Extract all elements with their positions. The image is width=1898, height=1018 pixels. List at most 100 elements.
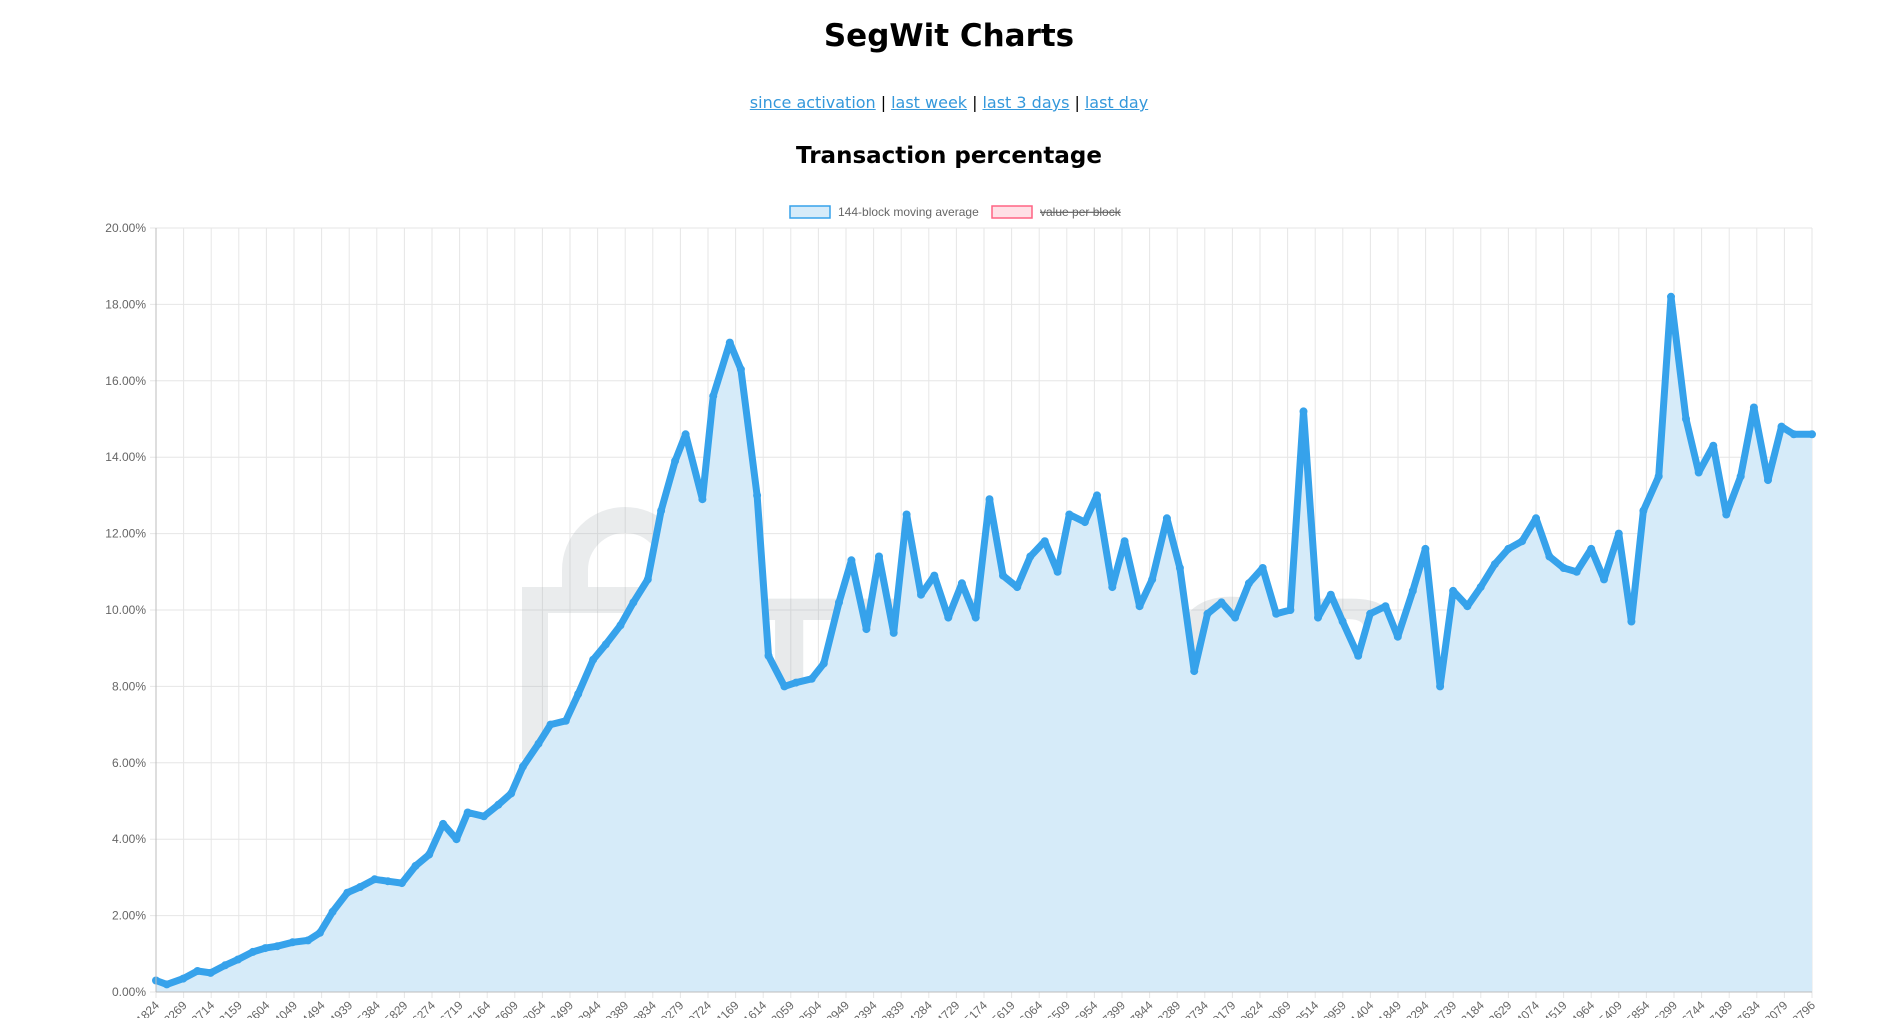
data-point: [616, 621, 625, 630]
y-tick-label: 14.00%: [105, 450, 146, 464]
data-point: [1013, 583, 1022, 592]
data-point: [574, 690, 583, 698]
data-point: [1436, 682, 1445, 691]
data-point: [1532, 514, 1540, 523]
data-point: [819, 659, 828, 668]
data-point: [875, 552, 883, 561]
data-point: [1175, 564, 1184, 572]
series-line: [152, 293, 1816, 988]
data-point: [383, 877, 392, 886]
data-point: [1314, 613, 1322, 622]
data-point: [1504, 544, 1513, 553]
data-point: [1587, 544, 1596, 553]
y-tick-label: 6.00%: [112, 756, 146, 770]
data-point: [1135, 602, 1144, 611]
data-point: [1421, 544, 1430, 553]
data-point: [1338, 617, 1347, 626]
data-point: [1162, 514, 1171, 523]
data-point: [494, 800, 503, 809]
data-point: [425, 850, 434, 859]
data-point: [463, 808, 472, 817]
data-point: [397, 879, 406, 888]
legend-swatch-value-per-block[interactable]: [991, 205, 1033, 219]
data-point: [1026, 552, 1035, 561]
data-point: [206, 968, 215, 977]
data-point: [1490, 560, 1499, 569]
data-point: [534, 739, 543, 748]
data-point: [643, 575, 652, 584]
nav-link-since-activation[interactable]: since activation: [749, 93, 876, 112]
data-point: [479, 812, 488, 821]
data-point: [370, 875, 379, 884]
nav-link-last-3-days[interactable]: last 3 days: [982, 93, 1070, 112]
axes: [155, 228, 1812, 993]
data-point: [1065, 510, 1074, 519]
data-point: [546, 720, 555, 729]
data-point: [1040, 537, 1049, 546]
data-point: [807, 674, 816, 683]
data-point: [957, 579, 966, 588]
data-point: [1354, 651, 1363, 660]
data-point: [764, 651, 773, 660]
data-point: [930, 571, 939, 580]
data-point: [1654, 472, 1663, 481]
data-point: [1244, 579, 1253, 588]
data-point: [193, 967, 202, 975]
data-point: [518, 762, 527, 771]
data-point: [1286, 606, 1295, 614]
data-point: [889, 628, 898, 637]
data-point: [1231, 613, 1240, 622]
data-point: [1108, 583, 1117, 592]
y-axis-labels: 20.00% 18.00% 16.00% 14.00% 12.00% 10.00% 8.00…: [105, 221, 146, 999]
data-point: [985, 495, 994, 504]
data-point: [439, 819, 448, 828]
data-point: [561, 716, 570, 725]
data-point: [1203, 609, 1212, 618]
legend: 144-block moving average value per block: [789, 205, 1122, 219]
data-point: [589, 655, 598, 664]
data-point: [862, 625, 871, 634]
data-point: [681, 430, 690, 439]
data-point: [736, 365, 745, 374]
data-point: [1789, 430, 1798, 439]
data-point: [1381, 602, 1390, 611]
data-point: [411, 861, 420, 870]
legend-label-moving-average[interactable]: 144-block moving average: [838, 205, 979, 219]
data-point: [629, 598, 638, 607]
data-point: [1463, 602, 1472, 611]
data-point: [1326, 590, 1335, 599]
data-point: [1682, 415, 1690, 423]
data-point: [1749, 403, 1758, 412]
data-point: [1600, 575, 1608, 584]
data-point: [1449, 586, 1458, 595]
data-point: [1393, 632, 1402, 641]
data-point: [1709, 441, 1718, 450]
nav-link-last-day[interactable]: last day: [1084, 93, 1149, 112]
data-point: [1808, 430, 1816, 439]
y-tick-label: 12.00%: [105, 527, 146, 541]
nav-separator: |: [880, 93, 887, 112]
page-title: SegWit Charts: [823, 18, 1075, 54]
x-tick-label: 481824: [124, 998, 162, 1018]
x-axis-labels: 4818244822694827144831594836044840494844…: [124, 998, 1818, 1018]
data-point: [847, 556, 856, 565]
data-point: [971, 613, 980, 622]
data-point: [835, 598, 843, 607]
legend-label-value-per-block[interactable]: value per block: [1040, 205, 1122, 219]
data-point: [221, 961, 230, 970]
y-tick-label: 8.00%: [112, 679, 146, 693]
legend-swatch-moving-average[interactable]: [789, 205, 831, 219]
data-point: [1639, 506, 1648, 515]
data-point: [698, 495, 707, 504]
chart-title: Transaction percentage: [796, 143, 1102, 169]
data-point: [1694, 468, 1703, 477]
data-point: [1272, 609, 1281, 618]
nav-link-last-week[interactable]: last week: [891, 93, 968, 112]
data-point: [601, 640, 610, 649]
data-point: [1120, 537, 1129, 546]
data-point: [1736, 472, 1745, 481]
data-point: [1053, 567, 1062, 576]
data-point: [234, 955, 242, 964]
time-range-nav: since activation | last week | last 3 days | l…: [0, 93, 1898, 112]
data-point: [179, 974, 188, 983]
